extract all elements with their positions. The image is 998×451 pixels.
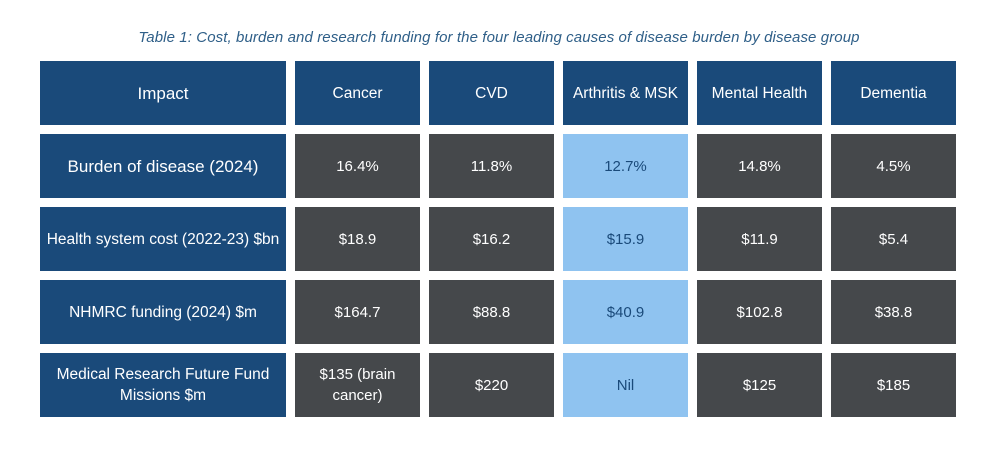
table-cell: $88.8 — [429, 280, 554, 344]
table-cell-highlight: Nil — [563, 353, 688, 417]
disease-burden-table: Impact Cancer CVD Arthritis & MSK Mental… — [40, 61, 956, 417]
table-cell: $220 — [429, 353, 554, 417]
table-cell: $164.7 — [295, 280, 420, 344]
table-cell: $135 (brain cancer) — [295, 353, 420, 417]
table-cell: $102.8 — [697, 280, 822, 344]
table-cell: $38.8 — [831, 280, 956, 344]
table-cell: $16.2 — [429, 207, 554, 271]
table-cell-highlight: $40.9 — [563, 280, 688, 344]
table-cell: $185 — [831, 353, 956, 417]
column-header-arthritis-msk: Arthritis & MSK — [563, 61, 688, 125]
column-header-impact: Impact — [40, 61, 286, 125]
table-cell: $11.9 — [697, 207, 822, 271]
table-cell-highlight: 12.7% — [563, 134, 688, 198]
table-cell: 14.8% — [697, 134, 822, 198]
table-cell-highlight: $15.9 — [563, 207, 688, 271]
table-cell: 4.5% — [831, 134, 956, 198]
row-header-mrff-missions: Medical Research Future Fund Missions $m — [40, 353, 286, 417]
column-header-cancer: Cancer — [295, 61, 420, 125]
column-header-mental-health: Mental Health — [697, 61, 822, 125]
table-caption: Table 1: Cost, burden and research fundi… — [138, 29, 860, 46]
column-header-cvd: CVD — [429, 61, 554, 125]
table-cell: 16.4% — [295, 134, 420, 198]
column-header-dementia: Dementia — [831, 61, 956, 125]
table-cell: $125 — [697, 353, 822, 417]
row-header-burden: Burden of disease (2024) — [40, 134, 286, 198]
row-header-nhmrc-funding: NHMRC funding (2024) $m — [40, 280, 286, 344]
table-cell: 11.8% — [429, 134, 554, 198]
table-cell: $18.9 — [295, 207, 420, 271]
row-header-health-system-cost: Health system cost (2022-23) $bn — [40, 207, 286, 271]
table-cell: $5.4 — [831, 207, 956, 271]
